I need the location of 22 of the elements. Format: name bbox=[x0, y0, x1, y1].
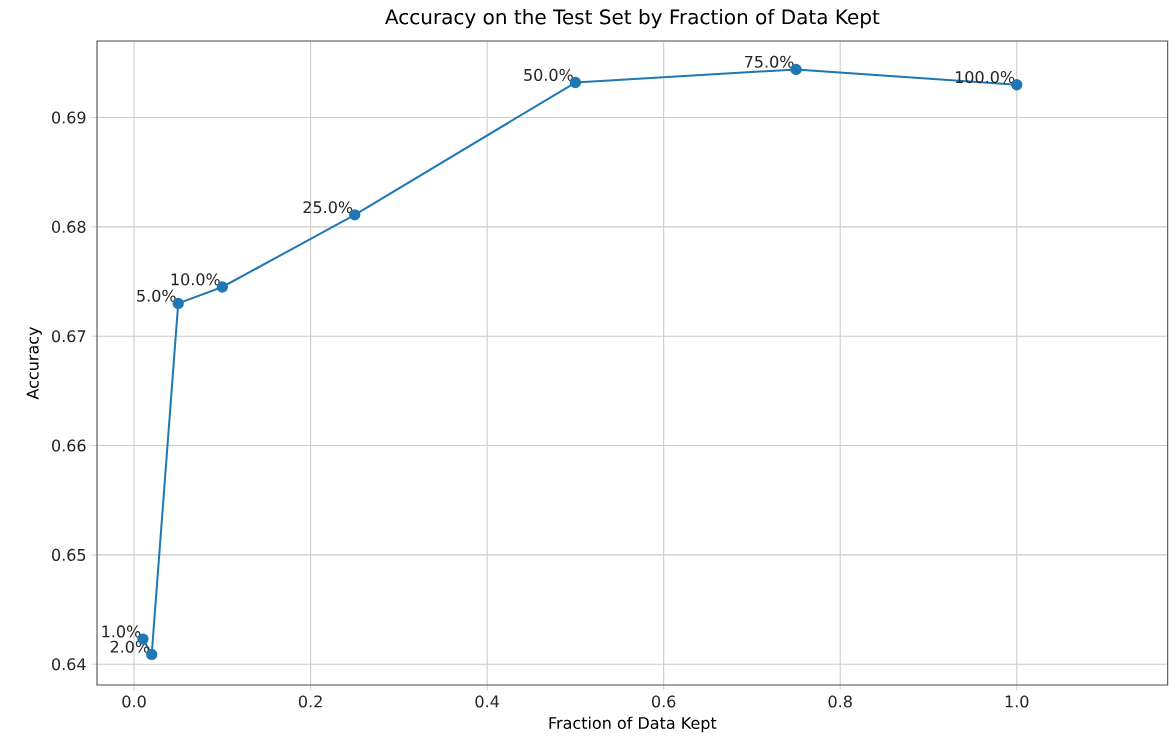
x-tick-label: 0.4 bbox=[475, 695, 499, 708]
chart-title: Accuracy on the Test Set by Fraction of Data Kept bbox=[385, 8, 880, 29]
annotation: 1.0% bbox=[102, 625, 141, 638]
x-tick-label: 1.0 bbox=[1005, 695, 1029, 708]
y-tick-label: 0.65 bbox=[52, 548, 86, 561]
y-tick-label: 0.67 bbox=[52, 330, 86, 343]
x-tick-label: 0.6 bbox=[652, 695, 676, 708]
x-tick-label: 0.0 bbox=[122, 695, 146, 708]
annotation: 5.0% bbox=[137, 289, 176, 302]
annotation: 25.0% bbox=[303, 201, 353, 214]
annotation: 10.0% bbox=[171, 273, 220, 286]
y-tick-label: 0.66 bbox=[52, 439, 86, 452]
x-tick-label: 0.2 bbox=[298, 695, 322, 708]
y-axis-title: Accuracy bbox=[26, 326, 42, 400]
annotation: 50.0% bbox=[524, 68, 573, 81]
annotation: 75.0% bbox=[744, 55, 794, 68]
y-tick-label: 0.64 bbox=[52, 658, 86, 671]
x-axis-title: Fraction of Data Kept bbox=[549, 716, 717, 733]
y-tick-label: 0.68 bbox=[52, 220, 86, 233]
x-tick-label: 0.8 bbox=[828, 695, 852, 708]
y-tick-label: 0.69 bbox=[52, 111, 86, 124]
annotation: 100.0% bbox=[955, 71, 1015, 84]
